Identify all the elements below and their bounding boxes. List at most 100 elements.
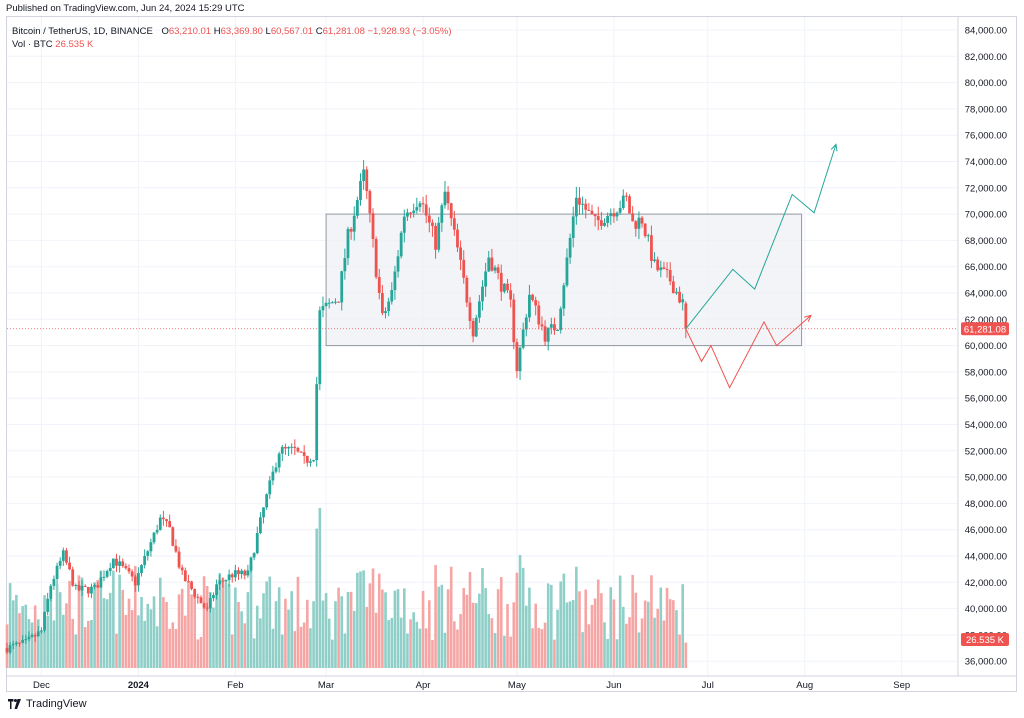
volume-bar — [331, 639, 334, 668]
candle-body — [515, 342, 519, 372]
candle-body — [596, 216, 600, 221]
candle-body — [121, 561, 125, 567]
bullish-projection-arrowhead — [830, 143, 838, 152]
candle-body — [393, 271, 397, 291]
volume-bar — [637, 632, 641, 668]
candle-body — [509, 290, 513, 300]
candle-body — [227, 574, 231, 581]
candle-body — [183, 570, 187, 582]
volume-bar — [108, 592, 112, 668]
volume-bar — [309, 628, 312, 668]
candle-body — [412, 210, 416, 213]
candle-body — [650, 235, 653, 262]
volume-bar — [321, 600, 325, 668]
volume-bar — [243, 623, 247, 668]
candle-body — [8, 645, 12, 653]
volume-bar — [71, 618, 74, 668]
candle-body — [362, 169, 366, 182]
volume-bar — [102, 598, 106, 668]
footer-brand[interactable]: TradingView — [8, 698, 87, 710]
volume-bar — [621, 606, 625, 668]
volume-bar — [571, 600, 575, 668]
volume-bar — [306, 599, 309, 668]
candle-body — [468, 302, 472, 321]
volume-bar — [459, 614, 462, 668]
candle-body — [71, 569, 75, 586]
candle-body — [474, 317, 478, 337]
candle-body — [490, 257, 494, 271]
candle-body — [424, 204, 428, 216]
candle-body — [105, 571, 109, 577]
candle-body — [177, 551, 181, 568]
volume-bar — [218, 573, 222, 668]
volume-bar — [205, 585, 209, 668]
change-value: −1,928.93 (−3.05%) — [367, 26, 452, 37]
candle-body — [52, 579, 56, 586]
candle-body — [549, 324, 553, 328]
volume-bar — [443, 632, 447, 668]
volume-bar — [112, 570, 115, 668]
volume-bar — [362, 570, 365, 668]
volume-bar — [618, 575, 622, 668]
candle-body — [152, 532, 156, 543]
volume-bar — [456, 629, 459, 668]
candle-body — [49, 585, 53, 599]
volume-bar — [359, 571, 362, 668]
candle-body — [377, 277, 381, 294]
candle-body — [603, 222, 606, 226]
volume-bar — [343, 633, 347, 668]
candle-body — [205, 607, 209, 609]
volume-bar — [581, 632, 584, 668]
volume-bar — [556, 609, 559, 668]
volume-bar — [593, 598, 597, 668]
candle-body — [599, 220, 603, 226]
volume-bar — [653, 617, 656, 668]
y-tick-label: 48,000.00 — [965, 499, 1007, 510]
volume-bar — [337, 587, 340, 668]
candle-body — [309, 461, 312, 463]
volume-bar — [381, 589, 384, 668]
candle-body — [443, 191, 447, 206]
candle-body — [534, 300, 538, 306]
candle-body — [115, 558, 118, 566]
volume-bar — [93, 582, 96, 668]
candle-body — [237, 570, 240, 575]
volume-bar — [302, 622, 306, 668]
volume-bar — [631, 574, 634, 668]
candle-body — [58, 560, 62, 566]
volume-bar — [396, 589, 400, 668]
volume-bar — [512, 602, 516, 668]
volume-bar — [662, 620, 666, 668]
candle-body — [584, 203, 588, 210]
candle-body — [102, 576, 106, 578]
volume-bar — [590, 604, 594, 668]
volume-bar — [550, 584, 553, 668]
candle-body — [574, 197, 578, 217]
candle-body — [493, 267, 497, 271]
volume-bar — [365, 606, 369, 668]
candle-body — [224, 580, 228, 582]
candle-body — [143, 555, 147, 566]
volume-bar — [493, 633, 497, 668]
y-tick-label: 84,000.00 — [965, 26, 1007, 37]
volume-bar — [49, 598, 53, 668]
candle-body — [321, 306, 325, 311]
volume-bar — [68, 580, 71, 668]
volume-bar — [352, 610, 356, 668]
candle-body — [512, 299, 516, 343]
candle-body — [287, 447, 290, 449]
volume-bar — [74, 634, 78, 668]
candle-body — [108, 568, 112, 572]
volume-bar — [277, 587, 281, 668]
x-tick-label: Apr — [416, 680, 431, 691]
candle-body — [546, 327, 550, 342]
candle-body — [625, 195, 628, 197]
volume-bar — [390, 617, 394, 668]
volume-bar — [324, 593, 328, 668]
high-label: H — [213, 26, 221, 37]
candle-body — [255, 533, 259, 554]
volume-bar — [437, 586, 441, 668]
volume-bar — [434, 565, 437, 668]
candle-body — [568, 237, 572, 258]
